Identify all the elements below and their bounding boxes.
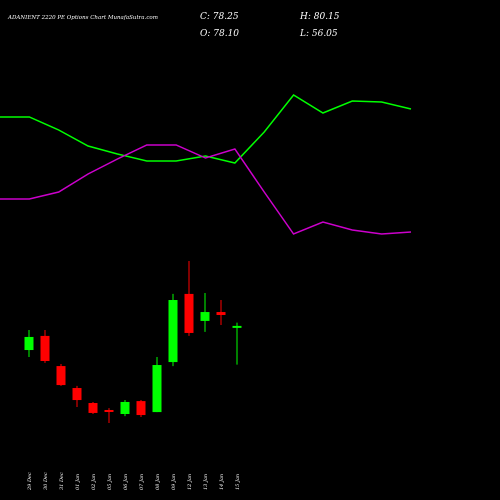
x-tick-label: 05 Jan (107, 474, 113, 490)
x-tick-label: 06 Jan (123, 474, 129, 490)
x-tick-label: 12 Jan (187, 474, 193, 490)
open-label: O: 78.10 (200, 29, 239, 39)
x-tick-label: 01 Jan (75, 474, 81, 490)
indicator-line (0, 144, 412, 235)
candle-body (24, 336, 34, 351)
close-label: C: 78.25 (200, 12, 239, 22)
candle-body (136, 401, 146, 416)
x-tick-label: 09 Jan (171, 474, 177, 490)
low-label: L: 56.05 (299, 29, 338, 39)
high-label: H: 80.15 (299, 12, 340, 22)
candle-body (200, 312, 210, 321)
candle-body (56, 366, 66, 386)
candle-body (40, 335, 50, 362)
candle-body (120, 401, 130, 414)
x-tick-label: 29 Dec (27, 472, 33, 491)
chart-title: ADANIENT 2220 PE Options Chart MunafaSut… (7, 15, 158, 21)
indicator-line (0, 94, 412, 164)
x-tick-label: 02 Jan (91, 474, 97, 490)
candle-body (232, 325, 242, 328)
x-tick-label: 31 Dec (59, 472, 65, 490)
x-tick-label: 30 Dec (43, 472, 49, 490)
x-tick-label: 08 Jan (155, 474, 161, 490)
candle-body (184, 293, 194, 333)
candle-body (72, 388, 82, 401)
x-tick-label: 14 Jan (219, 474, 225, 490)
x-tick-label: 13 Jan (203, 474, 209, 490)
candle-body (104, 409, 114, 412)
candle-body (152, 365, 162, 413)
x-tick-label: 07 Jan (139, 474, 145, 490)
candle-body (168, 300, 178, 363)
candle-body (88, 403, 98, 413)
x-tick-label: 15 Jan (235, 474, 241, 490)
candle-body (216, 312, 226, 316)
